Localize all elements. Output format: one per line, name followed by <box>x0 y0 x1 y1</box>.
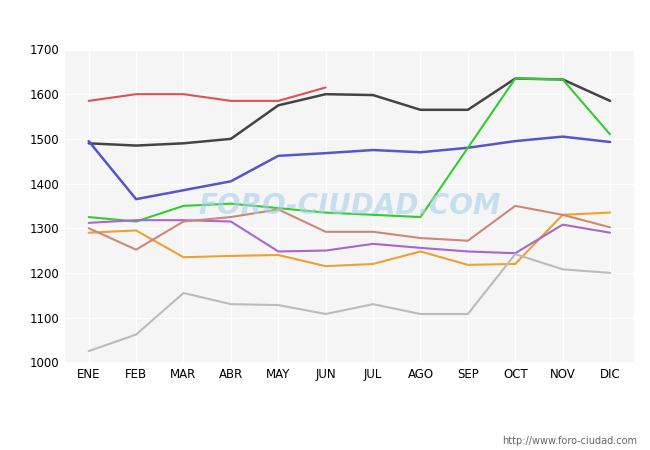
Text: FORO-CIUDAD.COM: FORO-CIUDAD.COM <box>198 192 500 220</box>
Text: Afiliados en Numancia de la Sagra a 31/5/2024: Afiliados en Numancia de la Sagra a 31/5… <box>130 12 520 31</box>
Text: http://www.foro-ciudad.com: http://www.foro-ciudad.com <box>502 436 637 446</box>
